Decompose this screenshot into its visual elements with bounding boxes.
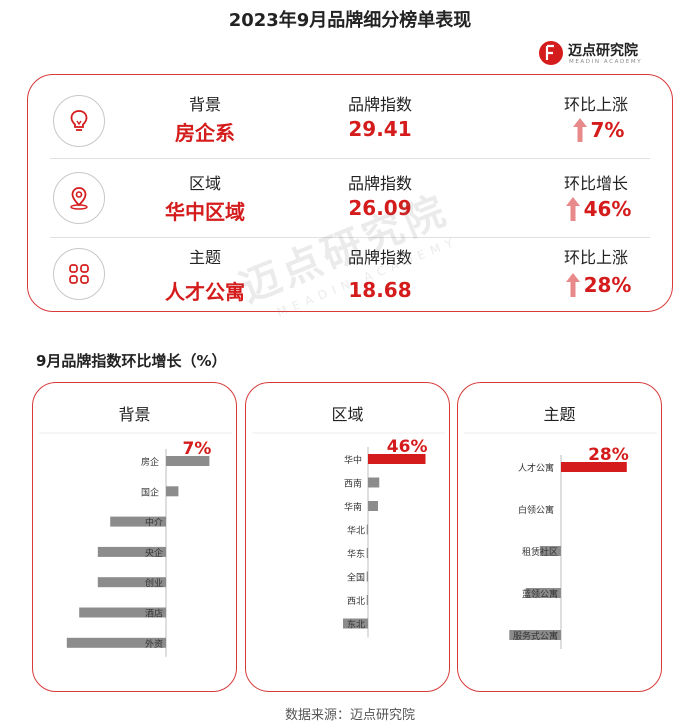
- section-title: 9月品牌指数环比增长（%）: [36, 352, 227, 370]
- category-label: 东北: [347, 619, 365, 631]
- summary-change: 7%: [543, 117, 653, 143]
- summary-category-value: 房企系: [175, 121, 235, 145]
- summary-category-value: 华中区域: [165, 200, 245, 224]
- chart-title: 区域: [331, 405, 364, 424]
- category-label: 租赁社区: [522, 546, 558, 558]
- summary-metric-value: 26.09: [348, 196, 412, 220]
- lightbulb-icon: [53, 95, 105, 147]
- summary-category-label: 背景: [188, 95, 221, 114]
- category-label: 华中: [344, 454, 362, 466]
- category-label: 全国: [347, 572, 365, 584]
- bar: [97, 577, 166, 588]
- category-label: 央企: [145, 547, 163, 559]
- summary-change-label: 环比增长: [563, 174, 628, 193]
- bar: [368, 454, 426, 464]
- bar: [79, 607, 166, 618]
- map-pin-icon: [53, 172, 105, 224]
- category-label: 国企: [141, 486, 159, 498]
- summary-card: 背景 房企系 品牌指数 29.41 环比上涨 7% 区域 华中区域 品牌指数 2…: [27, 74, 673, 312]
- bar: [509, 630, 561, 640]
- brand-logo: 迈点研究院 MEADIN ACADEMY: [538, 38, 668, 70]
- grid-icon: [53, 248, 105, 300]
- chart-panel-region: 区域 华中 46% 西南华南华北华东全国西北东北: [245, 382, 450, 692]
- summary-change: 28%: [543, 272, 653, 298]
- arrow-up-icon: [565, 197, 580, 221]
- summary-change-value: 7%: [590, 118, 625, 142]
- summary-category-label: 区域: [188, 174, 221, 193]
- category-label: 华南: [344, 501, 362, 513]
- bar: [166, 486, 179, 497]
- bar: [343, 618, 368, 629]
- summary-divider: [50, 158, 650, 159]
- summary-metric-value: 18.68: [348, 278, 412, 302]
- bar: [366, 595, 368, 605]
- data-label: 46%: [387, 437, 428, 457]
- brand-subtitle: MEADIN ACADEMY: [569, 59, 643, 65]
- category-label: 人才公寓: [518, 462, 554, 474]
- arrow-up-icon: [572, 118, 587, 142]
- summary-change-label: 环比上涨: [563, 95, 628, 114]
- summary-metric-label: 品牌指数: [347, 95, 412, 114]
- summary-change-value: 28%: [583, 273, 632, 297]
- data-source: 数据来源：迈点研究院: [284, 708, 415, 723]
- category-label: 酒店: [145, 608, 163, 620]
- bar: [366, 571, 368, 582]
- category-label: 房企: [141, 456, 159, 468]
- summary-change: 46%: [543, 196, 653, 222]
- bar: [110, 516, 166, 527]
- category-label: 外资: [145, 638, 163, 650]
- summary-category-label: 主题: [188, 248, 221, 267]
- summary-row-theme: 主题 人才公寓 品牌指数 18.68 环比上涨 28%: [28, 238, 672, 314]
- category-label: 中介: [145, 517, 163, 529]
- data-label: 7%: [183, 439, 212, 459]
- summary-metric-value: 29.41: [348, 117, 412, 141]
- summary-metric-label: 品牌指数: [347, 248, 412, 267]
- chart-panel-theme: 主题 人才公寓 28% 白领公寓租赁社区蓝领公寓服务式公寓: [457, 382, 662, 692]
- category-label: 创业: [145, 577, 163, 589]
- bar: [368, 477, 380, 488]
- brand-name: 迈点研究院: [568, 43, 638, 59]
- brand-logo-icon: [539, 41, 563, 65]
- bar: [166, 456, 210, 466]
- bar: [561, 462, 627, 472]
- category-label: 蓝领公寓: [522, 588, 558, 600]
- bar: [66, 637, 166, 648]
- category-label: 白领公寓: [518, 504, 554, 516]
- summary-row-region: 区域 华中区域 品牌指数 26.09 环比增长 46%: [28, 162, 672, 238]
- category-label: 西北: [347, 596, 365, 607]
- chart-title: 主题: [543, 405, 576, 424]
- bar: [366, 548, 368, 558]
- category-label: 华东: [347, 548, 365, 560]
- chart-title: 背景: [118, 405, 151, 424]
- page-title: 2023年9月品牌细分榜单表现: [228, 10, 472, 31]
- chart-panel-background: 背景 房企 7% 国企中介央企创业酒店外资: [32, 382, 237, 692]
- summary-change-value: 46%: [583, 197, 632, 221]
- summary-category-value: 人才公寓: [165, 280, 245, 304]
- bar: [368, 501, 378, 511]
- bar: [97, 546, 166, 557]
- bar: [539, 546, 561, 556]
- arrow-up-icon: [565, 273, 580, 297]
- category-label: 华北: [347, 525, 365, 537]
- summary-divider: [50, 237, 650, 238]
- summary-change-label: 环比上涨: [563, 248, 628, 267]
- category-label: 服务式公寓: [513, 630, 558, 642]
- bar: [525, 588, 561, 598]
- category-label: 西南: [344, 478, 362, 490]
- summary-metric-label: 品牌指数: [347, 174, 412, 193]
- summary-row-background: 背景 房企系 品牌指数 29.41 环比上涨 7%: [28, 83, 672, 159]
- data-label: 28%: [588, 445, 629, 465]
- bar: [366, 524, 368, 535]
